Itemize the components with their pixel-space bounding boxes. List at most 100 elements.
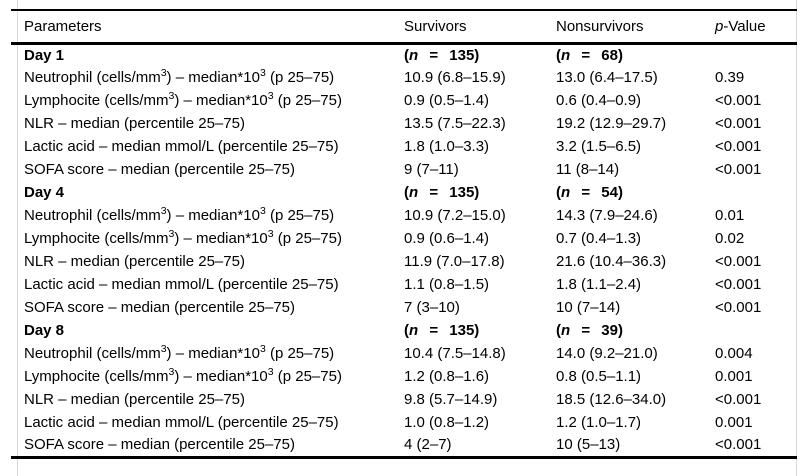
data-row: NLR – median (percentile 25–75) 13.5 (7.5… [11, 112, 797, 135]
data-row: SOFA score – median (percentile 25–75) 4 … [11, 434, 797, 457]
p-value-cell: 0.004 [715, 345, 753, 362]
parameter-cell: Lactic acid – median mmol/L (percentile … [24, 138, 339, 155]
p-value-cell: 0.001 [715, 414, 753, 431]
nonsurvivors-cell: 0.7 (0.4–1.3) [556, 230, 642, 247]
day-label: Day 1 [24, 46, 65, 64]
survivors-cell: 4 (2–7) [404, 436, 452, 454]
p-value-cell [713, 43, 797, 66]
data-row: SOFA score – median (percentile 25–75) 9 … [11, 158, 797, 181]
table-body: Day 1 (n = 135) (n = 68) Neutrophil (cells/… [11, 43, 797, 457]
day-header-row: Day 8 (n = 135) (n = 39) [11, 319, 797, 342]
parameter-cell: Neutrophil (cells/mm3) – median*103 (p 2… [24, 205, 335, 224]
parameter-cell: Lymphocite (cells/mm3) – median*103 (p 2… [24, 366, 342, 385]
data-row: SOFA score – median (percentile 25–75) 7 … [11, 296, 797, 319]
parameter-cell: Lactic acid – median mmol/L (percentile … [24, 276, 339, 293]
data-row: Lactic acid – median mmol/L (percentile … [11, 411, 797, 434]
p-value-cell: <0.001 [715, 138, 762, 155]
data-row: Neutrophil (cells/mm3) – median*103 (p 2… [11, 66, 797, 89]
nonsurvivors-cell: 14.3 (7.9–24.6) [556, 207, 658, 224]
p-value-cell: <0.001 [715, 115, 762, 132]
data-row: Lymphocite (cells/mm3) – median*103 (p 2… [11, 89, 797, 112]
p-value-cell: <0.001 [715, 92, 762, 109]
data-row: NLR – median (percentile 25–75) 11.9 (7.0… [11, 250, 797, 273]
table-header: Parameters Survivors Nonsurvivors p-Value [11, 10, 797, 43]
data-row: Neutrophil (cells/mm3) – median*103 (p 2… [11, 342, 797, 365]
p-value-cell: 0.001 [715, 368, 753, 385]
data-row: Lymphocite (cells/mm3) – median*103 (p 2… [11, 227, 797, 250]
parameter-cell: SOFA score – median (percentile 25–75) [24, 161, 295, 178]
survivors-cell: 11.9 (7.0–17.8) [404, 253, 505, 270]
nonsurvivors-cell: 19.2 (12.9–29.7) [556, 115, 667, 132]
nonsurvivors-cell: 14.0 (9.2–21.0) [556, 345, 658, 362]
survivors-cell: 0.9 (0.6–1.4) [404, 230, 490, 247]
day-label: Day 8 [24, 322, 65, 339]
survivors-n-count: (n = 135) [404, 46, 480, 64]
p-value-cell: 0.39 [715, 69, 745, 86]
page-left-edge-line [17, 0, 18, 476]
p-value-cell: 0.02 [715, 230, 745, 247]
nonsurvivors-cell: 10 (7–14) [556, 299, 621, 316]
survivors-cell: 9 (7–11) [404, 161, 459, 178]
data-row: Lymphocite (cells/mm3) – median*103 (p 2… [11, 365, 797, 388]
nonsurvivors-cell: 0.8 (0.5–1.1) [556, 368, 642, 385]
nonsurvivors-cell: 10 (5–13) [556, 436, 621, 454]
p-value-cell: <0.001 [715, 436, 762, 454]
column-header-survivors: Survivors [404, 17, 467, 35]
survivors-cell: 1.0 (0.8–1.2) [404, 414, 490, 431]
column-header-pvalue: p-Value [715, 17, 766, 35]
p-value-cell: <0.001 [715, 253, 762, 270]
nonsurvivors-cell: 1.8 (1.1–2.4) [556, 276, 642, 293]
nonsurvivors-n-count: (n = 54) [556, 184, 623, 201]
day-header-row: Day 1 (n = 135) (n = 68) [11, 43, 797, 66]
header-row: Parameters Survivors Nonsurvivors p-Value [11, 10, 797, 43]
survivors-cell: 10.4 (7.5–14.8) [404, 345, 506, 362]
parameter-cell: SOFA score – median (percentile 25–75) [24, 299, 295, 316]
parameter-cell: Neutrophil (cells/mm3) – median*103 (p 2… [24, 343, 335, 362]
survivors-cell: 1.1 (0.8–1.5) [404, 276, 490, 293]
survivors-cell: 7 (3–10) [404, 299, 460, 316]
p-value-cell: <0.001 [715, 161, 762, 178]
survivors-cell: 13.5 (7.5–22.3) [404, 115, 506, 132]
nonsurvivors-cell: 3.2 (1.5–6.5) [556, 138, 642, 155]
nonsurvivors-cell: 1.2 (1.0–1.7) [556, 414, 642, 431]
nonsurvivors-cell: 18.5 (12.6–34.0) [556, 391, 667, 408]
day-label: Day 4 [24, 184, 65, 201]
parameter-cell: Lymphocite (cells/mm3) – median*103 (p 2… [24, 228, 342, 247]
parameter-cell: NLR – median (percentile 25–75) [24, 253, 245, 270]
survivors-cell: 1.8 (1.0–3.3) [404, 138, 490, 155]
p-value-cell: <0.001 [715, 391, 762, 408]
survivors-cell: 0.9 (0.5–1.4) [404, 92, 490, 109]
nonsurvivors-cell: 11 (8–14) [556, 161, 620, 178]
parameter-cell: Neutrophil (cells/mm3) – median*103 (p 2… [24, 67, 335, 86]
data-row: Lactic acid – median mmol/L (percentile … [11, 135, 797, 158]
survivors-cell: 9.8 (5.7–14.9) [404, 391, 498, 408]
parameter-cell: Lymphocite (cells/mm3) – median*103 (p 2… [24, 90, 342, 109]
parameter-cell: NLR – median (percentile 25–75) [24, 115, 245, 132]
survivors-n-count: (n = 135) [404, 322, 480, 339]
data-row: Neutrophil (cells/mm3) – median*103 (p 2… [11, 204, 797, 227]
p-value-cell: 0.01 [715, 207, 745, 224]
nonsurvivors-cell: 13.0 (6.4–17.5) [556, 69, 658, 86]
survivors-n-count: (n = 135) [404, 184, 480, 201]
column-header-nonsurvivors: Nonsurvivors [556, 17, 644, 35]
survivors-cell: 10.9 (6.8–15.9) [404, 69, 506, 86]
p-value-cell [713, 181, 797, 204]
survivors-cell: 10.9 (7.2–15.0) [404, 207, 506, 224]
nonsurvivors-cell: 21.6 (10.4–36.3) [556, 253, 667, 270]
nonsurvivors-cell: 0.6 (0.4–0.9) [556, 92, 642, 109]
p-value-cell [713, 319, 797, 342]
parameter-cell: NLR – median (percentile 25–75) [24, 391, 245, 408]
parameter-cell: Lactic acid – median mmol/L (percentile … [24, 414, 339, 431]
p-value-cell: <0.001 [715, 299, 762, 316]
survivors-cell: 1.2 (0.8–1.6) [404, 368, 490, 385]
column-header-parameters: Parameters [24, 17, 102, 35]
p-value-cell: <0.001 [715, 276, 762, 293]
data-row: Lactic acid – median mmol/L (percentile … [11, 273, 797, 296]
nonsurvivors-n-count: (n = 39) [556, 322, 623, 339]
day-header-row: Day 4 (n = 135) (n = 54) [11, 181, 797, 204]
parameter-cell: SOFA score – median (percentile 25–75) [24, 436, 295, 454]
page-right-edge-line [796, 0, 797, 476]
data-row: NLR – median (percentile 25–75) 9.8 (5.7–… [11, 388, 797, 411]
nonsurvivors-n-count: (n = 68) [556, 46, 623, 64]
